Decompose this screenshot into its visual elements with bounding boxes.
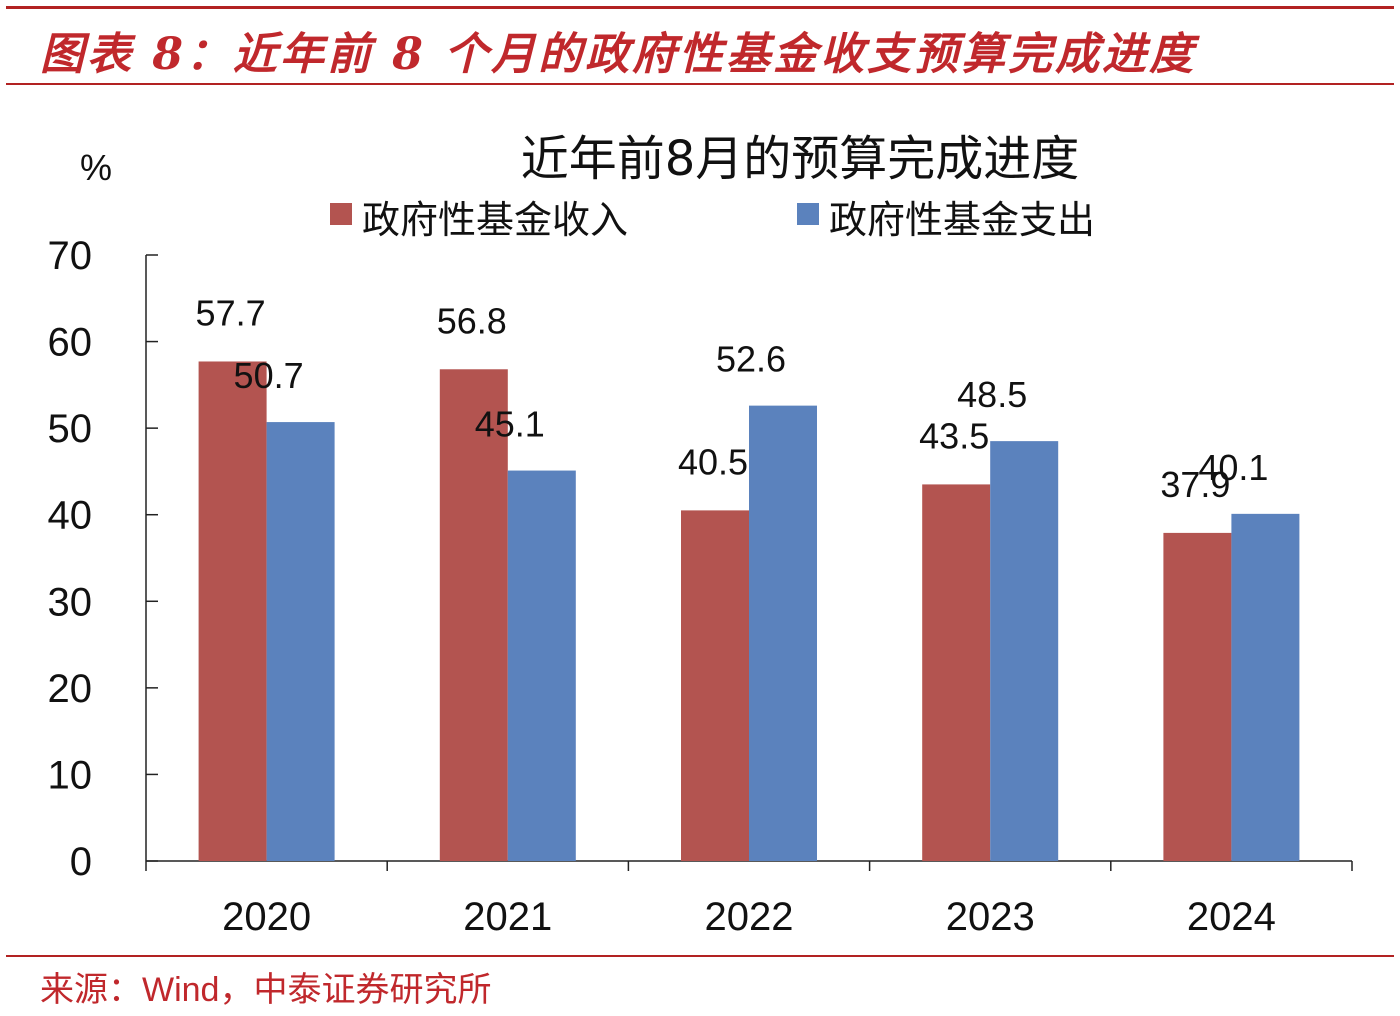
chart-title: 近年前8月的预算完成进度	[521, 131, 1080, 187]
data-label-expenditure-2023: 48.5	[957, 374, 1027, 415]
y-axis-unit: %	[80, 147, 112, 188]
x-tick-label: 2024	[1187, 895, 1276, 939]
source-suffix: ，中泰证券研究所	[219, 970, 492, 1010]
data-labels: 57.7 56.8 40.5 43.5 37.9 50.7 45.1 52.6 48.5 40.1	[196, 292, 1269, 504]
bar-expenditure-2020	[266, 422, 335, 861]
y-tick-label: 0	[70, 840, 92, 884]
bar-expenditure-2022	[749, 405, 817, 861]
legend-label-expenditure: 政府性基金支出	[829, 198, 1095, 242]
bar-income-2022	[681, 510, 749, 861]
data-label-expenditure-2022: 52.6	[716, 339, 786, 380]
legend-swatch-income	[330, 203, 352, 225]
bars	[198, 361, 1300, 861]
bar-income-2020	[198, 361, 267, 861]
y-tick-label: 70	[48, 234, 93, 278]
bar-income-2023	[922, 484, 991, 861]
bar-expenditure-2021	[507, 470, 576, 861]
bar-expenditure-2023	[990, 441, 1059, 861]
top-rule	[6, 6, 1394, 9]
y-tick-label: 60	[48, 321, 93, 365]
x-tick-label: 2023	[946, 895, 1035, 939]
source-prefix: 来源：	[40, 970, 142, 1010]
footer-rule	[6, 955, 1394, 957]
source-name: Wind	[142, 971, 220, 1009]
x-tick-label: 2022	[705, 895, 794, 939]
bar-expenditure-2024	[1231, 513, 1300, 861]
data-label-expenditure-2024: 40.1	[1198, 447, 1268, 488]
legend-swatch-expenditure	[797, 203, 819, 225]
figure-title: 图表 8：近年前 8 个月的政府性基金收支预算完成进度	[40, 29, 1197, 80]
x-tick-label: 2020	[222, 895, 311, 939]
data-label-income-2023: 43.5	[919, 415, 989, 456]
bar-income-2024	[1163, 532, 1232, 861]
y-axis: 0 10 20 30 40 50 60 70	[48, 234, 158, 884]
x-tick-label: 2021	[463, 895, 552, 939]
y-tick-label: 50	[48, 407, 93, 451]
header-rule	[6, 83, 1394, 85]
data-label-income-2022: 40.5	[678, 441, 748, 482]
bar-income-2021	[439, 369, 508, 861]
x-axis: 2020 2021 2022 2023 2024	[145, 860, 1353, 939]
y-tick-label: 40	[48, 494, 93, 538]
legend: 政府性基金收入 政府性基金支出	[330, 198, 1095, 242]
data-label-income-2024: 37.9	[1160, 464, 1230, 505]
data-label-income-2020: 57.7	[196, 292, 266, 333]
y-tick-label: 30	[48, 580, 93, 624]
y-tick-label: 20	[48, 667, 93, 711]
data-label-expenditure-2020: 50.7	[234, 355, 304, 396]
legend-label-income: 政府性基金收入	[362, 198, 628, 242]
y-tick-label: 10	[48, 753, 93, 797]
source-note: 来源：Wind，中泰证券研究所	[40, 962, 491, 1011]
data-label-income-2021: 56.8	[437, 300, 507, 341]
data-label-expenditure-2021: 45.1	[475, 404, 545, 445]
